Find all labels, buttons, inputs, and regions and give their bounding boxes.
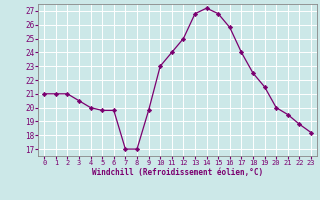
- X-axis label: Windchill (Refroidissement éolien,°C): Windchill (Refroidissement éolien,°C): [92, 168, 263, 177]
